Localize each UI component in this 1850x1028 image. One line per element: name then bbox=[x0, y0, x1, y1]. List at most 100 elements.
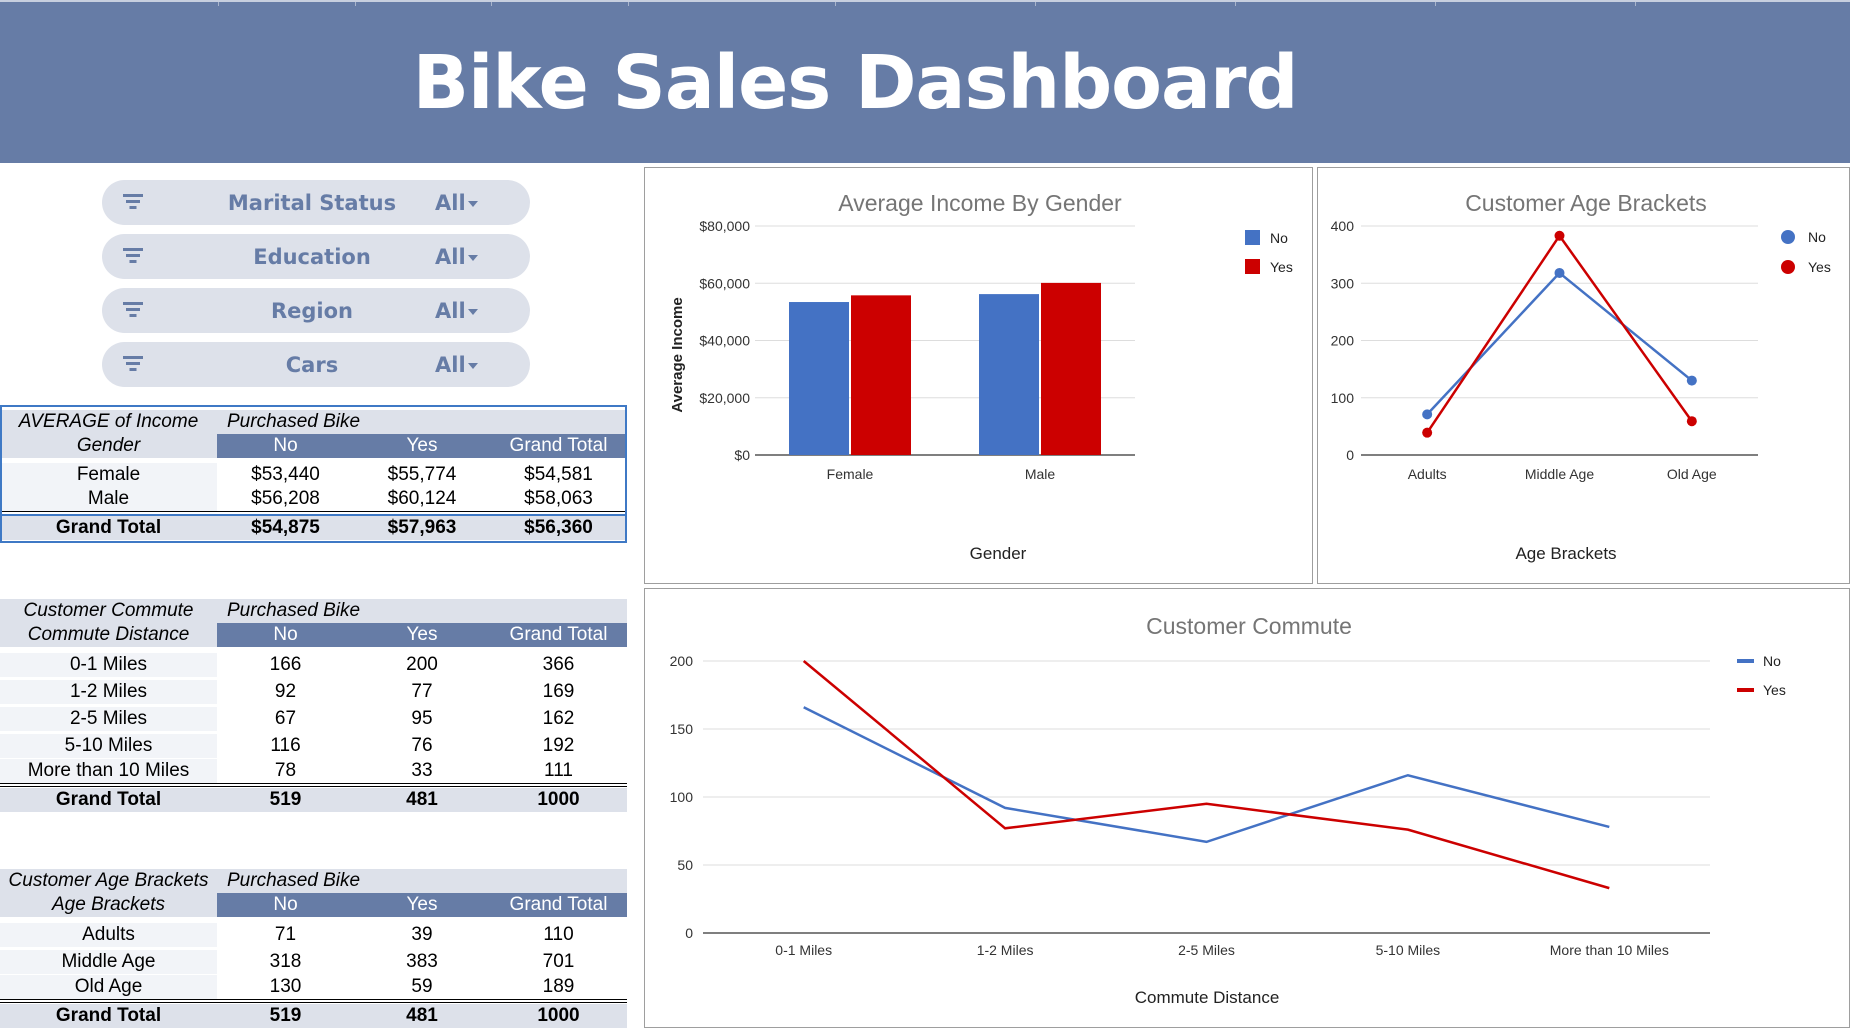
column-header-grand-total: Grand Total bbox=[490, 623, 627, 647]
cell-value: 71 bbox=[274, 924, 297, 945]
data-point bbox=[1554, 230, 1565, 241]
cell-value: 111 bbox=[544, 760, 573, 781]
series-line-no bbox=[803, 706, 1610, 844]
pivot-corner-label: Customer Commute bbox=[23, 600, 194, 621]
cell-value: 519 bbox=[269, 1005, 302, 1026]
total-divider bbox=[0, 783, 627, 787]
sheet-gridline bbox=[491, 2, 492, 6]
y-tick-label: $80,000 bbox=[699, 218, 750, 234]
pivot-row-field-label[interactable]: Gender bbox=[0, 434, 217, 458]
chart-age-brackets[interactable]: Customer Age Brackets 0 100 200 300 400 Adul… bbox=[1317, 167, 1850, 584]
dashboard-title: Bike Sales Dashboard bbox=[412, 40, 1299, 126]
row-label: Grand Total bbox=[55, 1005, 162, 1026]
slicer-marital-status[interactable]: Marital Status All bbox=[102, 180, 530, 225]
cell-value: 130 bbox=[269, 976, 302, 997]
cell-value: 77 bbox=[411, 681, 433, 702]
cell-value: 78 bbox=[274, 760, 297, 781]
chevron-down-icon[interactable] bbox=[468, 201, 478, 207]
column-header-no: No bbox=[217, 893, 354, 917]
pivot-field-label[interactable]: Purchased Bike bbox=[227, 600, 361, 621]
cell-value: 701 bbox=[542, 951, 575, 972]
pivot-field-label[interactable]: Purchased Bike bbox=[227, 870, 361, 891]
selection-frame bbox=[0, 514, 627, 543]
chevron-down-icon[interactable] bbox=[468, 309, 478, 315]
table-row: Adults 71 39 110 bbox=[0, 923, 627, 947]
column-header-grand-total: Grand Total bbox=[490, 893, 627, 917]
cell-value: 481 bbox=[406, 789, 438, 810]
slicer-cars[interactable]: Cars All bbox=[102, 342, 530, 387]
legend-swatch-no bbox=[1737, 659, 1754, 663]
cell-value: $54,581 bbox=[524, 464, 593, 485]
legend-swatch-yes bbox=[1245, 259, 1260, 274]
y-tick-label: $40,000 bbox=[699, 333, 750, 349]
row-label: More than 10 Miles bbox=[0, 759, 217, 783]
sheet-gridline bbox=[1235, 2, 1236, 6]
data-point bbox=[1554, 267, 1565, 278]
cell-value: 76 bbox=[411, 735, 433, 756]
column-header-grand-total: Grand Total bbox=[490, 434, 627, 458]
row-label: 2-5 Miles bbox=[0, 707, 217, 731]
chevron-down-icon[interactable] bbox=[468, 255, 478, 261]
slicer-region[interactable]: Region All bbox=[102, 288, 530, 333]
total-divider bbox=[0, 999, 627, 1003]
chevron-down-icon[interactable] bbox=[468, 363, 478, 369]
bar-no bbox=[789, 302, 849, 455]
pivot-field-label[interactable]: Purchased Bike bbox=[227, 411, 361, 432]
chart-svg: Customer Age Brackets 0 100 200 300 400 Adul… bbox=[1331, 190, 1831, 563]
slicer-value[interactable]: All bbox=[435, 353, 466, 377]
pivot-corner-label: Customer Age Brackets bbox=[8, 870, 209, 891]
cell-value: $53,440 bbox=[251, 464, 320, 485]
data-point bbox=[1686, 375, 1697, 386]
y-tick-label: 0 bbox=[685, 925, 693, 941]
filter-icon bbox=[122, 302, 144, 320]
table-row: Middle Age 318 383 701 bbox=[0, 950, 627, 974]
filter-icon bbox=[122, 248, 144, 266]
data-point bbox=[1422, 427, 1433, 438]
cell-value: $58,063 bbox=[524, 488, 593, 509]
slicer-value[interactable]: All bbox=[435, 299, 466, 323]
cell-value: 318 bbox=[269, 951, 302, 972]
cell-value: $55,774 bbox=[387, 464, 457, 485]
table-row: 1-2 Miles 92 77 169 bbox=[0, 680, 627, 704]
cell-value: 169 bbox=[542, 681, 575, 702]
pivot-row-field-label[interactable]: Age Brackets bbox=[0, 893, 217, 917]
x-tick-label: Old Age bbox=[1667, 466, 1717, 482]
bar-no bbox=[979, 294, 1039, 455]
legend-label-no: No bbox=[1270, 230, 1288, 246]
legend-label-no: No bbox=[1808, 229, 1826, 245]
slicer-education[interactable]: Education All bbox=[102, 234, 530, 279]
slicer-value[interactable]: All bbox=[435, 245, 466, 269]
pivot-row-field-label[interactable]: Commute Distance bbox=[0, 623, 217, 647]
slicer-value[interactable]: All bbox=[435, 191, 466, 215]
row-label: 0-1 Miles bbox=[0, 653, 217, 677]
legend-label-no: No bbox=[1763, 653, 1781, 669]
cell-value: 481 bbox=[406, 1005, 438, 1026]
x-tick-label: Adults bbox=[1408, 466, 1447, 482]
chart-customer-commute[interactable]: Customer Commute 0 50 100 150 200 0-1 Miles 1… bbox=[644, 588, 1850, 1028]
cell-value: 519 bbox=[269, 789, 302, 810]
cell-value: 39 bbox=[411, 924, 433, 945]
row-label: Adults bbox=[0, 923, 217, 947]
sheet-gridline bbox=[218, 2, 219, 6]
table-total-row: Grand Total 519 481 1000 bbox=[0, 1004, 627, 1028]
x-tick-label: More than 10 Miles bbox=[1550, 942, 1669, 958]
cell-value: 200 bbox=[406, 654, 438, 675]
cell-value: 67 bbox=[274, 708, 297, 729]
column-header-yes: Yes bbox=[354, 434, 490, 458]
y-tick-label: 50 bbox=[677, 857, 693, 873]
cell-value: $56,208 bbox=[251, 488, 320, 509]
slicer-label: Region bbox=[270, 299, 354, 323]
cell-value: 366 bbox=[542, 654, 575, 675]
sheet-gridline bbox=[628, 2, 629, 6]
chart-income-by-gender[interactable]: Average Income By Gender $0 $20,000 $40,00… bbox=[644, 167, 1313, 584]
slicer-label: Cars bbox=[285, 353, 339, 377]
chart-svg: Average Income By Gender $0 $20,000 $40,00… bbox=[669, 190, 1293, 563]
table-row: 5-10 Miles 116 76 192 bbox=[0, 734, 627, 758]
x-axis-label: Commute Distance bbox=[1135, 988, 1280, 1007]
row-label: Female bbox=[0, 463, 217, 487]
cell-value: 192 bbox=[542, 735, 575, 756]
cell-value: 116 bbox=[270, 735, 301, 756]
row-label: Middle Age bbox=[0, 950, 217, 974]
cell-value: $60,124 bbox=[387, 488, 457, 509]
